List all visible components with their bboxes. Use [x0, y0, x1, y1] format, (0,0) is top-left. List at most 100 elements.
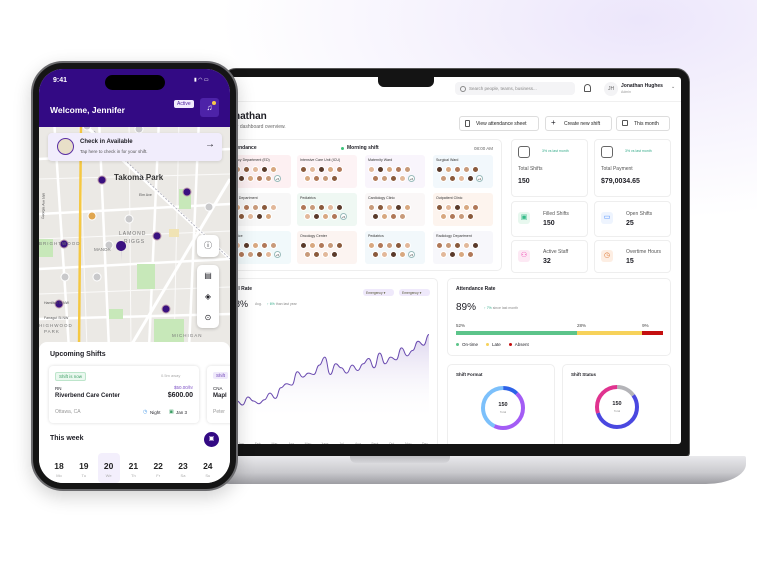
- avatar[interactable]: JH: [604, 82, 618, 96]
- avatar: [261, 166, 268, 173]
- avatar: [318, 204, 325, 211]
- calendar-icon: ▣: [169, 409, 174, 415]
- shift-status-title: Shift Status: [571, 372, 597, 377]
- department-name: ency Department (ED): [234, 158, 270, 162]
- attendance-rate-title: Attendance Rate: [456, 286, 496, 292]
- department-card[interactable]: Maternity Ward +6: [365, 155, 425, 188]
- x-tick-label: Aug: [355, 442, 361, 444]
- trend-value: 7%: [486, 306, 492, 310]
- department-card[interactable]: Surgical Ward +2: [433, 155, 493, 188]
- department-card[interactable]: ency Department (ED) +5: [231, 155, 291, 188]
- search-input[interactable]: Search people, teams, business...: [455, 82, 575, 95]
- segment-pct: 52%: [456, 323, 466, 328]
- avatar: [252, 242, 259, 249]
- avatar: [327, 242, 334, 249]
- avatar: [436, 242, 443, 249]
- department-name: Pediatrics: [368, 234, 384, 238]
- avatar: [445, 166, 452, 173]
- create-shift-button[interactable]: Create new shift: [545, 116, 612, 131]
- chevron-down-icon[interactable]: ⌄: [671, 84, 676, 90]
- chart-area: [237, 334, 429, 421]
- x-tick-label: May: [305, 442, 312, 444]
- map-label: MICHIGAN: [172, 333, 203, 338]
- department-card[interactable]: Oncology Center: [297, 231, 357, 264]
- day-24[interactable]: 24 Su: [197, 461, 219, 478]
- department-card[interactable]: gy Department: [231, 193, 291, 226]
- x-tick-label: June: [321, 442, 329, 444]
- stat-overtime: ◷ Overtime Hours 15: [594, 240, 671, 273]
- bottom-sheet: Upcoming Shifts Shift is now 0.5m away R…: [39, 342, 230, 483]
- avatar: [390, 213, 397, 220]
- avatar: [331, 213, 338, 220]
- avatar: [399, 251, 406, 258]
- legend-item: On-time: [456, 342, 478, 347]
- view-attendance-button[interactable]: View attendance sheet: [459, 116, 539, 131]
- day-19[interactable]: 19 Tu: [73, 461, 95, 478]
- attendance-rate-trend: ↑ 7% since last month: [484, 306, 519, 310]
- check-in-subtitle: Tap here to check in for your shift.: [80, 149, 148, 154]
- x-tick-label: Sept: [371, 442, 378, 444]
- day-number: 21: [128, 461, 139, 471]
- filter-dropdown[interactable]: Emergency ▾: [399, 289, 430, 296]
- avatar: [304, 251, 311, 258]
- period-button[interactable]: This month: [616, 116, 670, 131]
- calendar-button[interactable]: ▣: [204, 432, 219, 447]
- attendance-rate-value: 89%: [456, 302, 477, 313]
- avatar: [247, 175, 254, 182]
- day-name: Th: [131, 473, 136, 478]
- check-in-banner[interactable]: Check in Available Tap here to check in …: [48, 133, 222, 161]
- status-time: 9:41: [53, 77, 68, 84]
- day-name: Mo: [56, 473, 62, 478]
- shift-time: 08:00 AM: [474, 146, 494, 151]
- day-22[interactable]: 22 Fr: [147, 461, 169, 478]
- trend-text: since last month: [492, 306, 519, 310]
- day-18[interactable]: 18 Mo: [48, 461, 70, 478]
- segment-pct: 9%: [642, 323, 649, 328]
- day-name: Su: [205, 473, 211, 478]
- department-card[interactable]: Intensive Care Unit (ICU): [297, 155, 357, 188]
- edit-icon[interactable]: ▤: [204, 271, 212, 280]
- department-card[interactable]: Radiology Department: [433, 231, 493, 264]
- info-button[interactable]: ⓘ: [197, 235, 219, 257]
- department-name: Outpatient Clinic: [436, 196, 463, 200]
- map-label: RIGGS: [124, 239, 146, 245]
- department-card[interactable]: Cardiology Clinic: [365, 193, 425, 226]
- more-count: +6: [408, 175, 415, 182]
- department-card[interactable]: Pediatrics +5: [297, 193, 357, 226]
- day-number: 20: [103, 461, 114, 471]
- shift-pay: $600.00: [167, 392, 193, 399]
- donut-total-label: Total: [499, 410, 507, 414]
- avatar: [238, 251, 245, 258]
- avatar: [368, 204, 375, 211]
- avatar: [243, 242, 250, 249]
- day-20[interactable]: 20 We: [97, 453, 120, 483]
- x-tick-label: Mar: [271, 442, 278, 444]
- avatar: [381, 213, 388, 220]
- trend: 3% vs last month: [625, 149, 652, 153]
- department-name: Cardiology Clinic: [368, 196, 395, 200]
- notification-bell-icon[interactable]: ♫: [200, 98, 219, 117]
- avatar: [247, 251, 254, 258]
- distance: 0.5m away: [161, 373, 181, 378]
- map-label: BRIGHTWOOD: [39, 241, 81, 246]
- map-label: Takoma Park: [114, 173, 164, 182]
- shift-status-panel: Shift Status 150 Total: [562, 364, 671, 444]
- day-23[interactable]: 23 Sa: [172, 461, 194, 478]
- shift-status-donut: [595, 385, 639, 429]
- bell-icon[interactable]: [584, 84, 591, 92]
- shift-card[interactable]: Shift is now 0.5m away RN $50.00/hr Rive…: [49, 366, 199, 423]
- day-21[interactable]: 21 Th: [122, 461, 144, 478]
- department-card[interactable]: tatice +5: [231, 231, 291, 264]
- avatar: [458, 175, 465, 182]
- avatar: [313, 251, 320, 258]
- department-card[interactable]: Pediatrics +5: [365, 231, 425, 264]
- status-badge[interactable]: Active: [174, 100, 194, 108]
- filter-dropdown[interactable]: Emergency ▾: [363, 289, 394, 296]
- locate-icon[interactable]: ⊙: [204, 313, 212, 322]
- avatar: [404, 204, 411, 211]
- avatar: [458, 251, 465, 258]
- department-card[interactable]: Outpatient Clinic: [433, 193, 493, 226]
- shift-card[interactable]: Shift CNA Mapl Peter: [207, 366, 230, 423]
- avatar: [372, 251, 379, 258]
- layers-icon[interactable]: ◈: [204, 292, 212, 301]
